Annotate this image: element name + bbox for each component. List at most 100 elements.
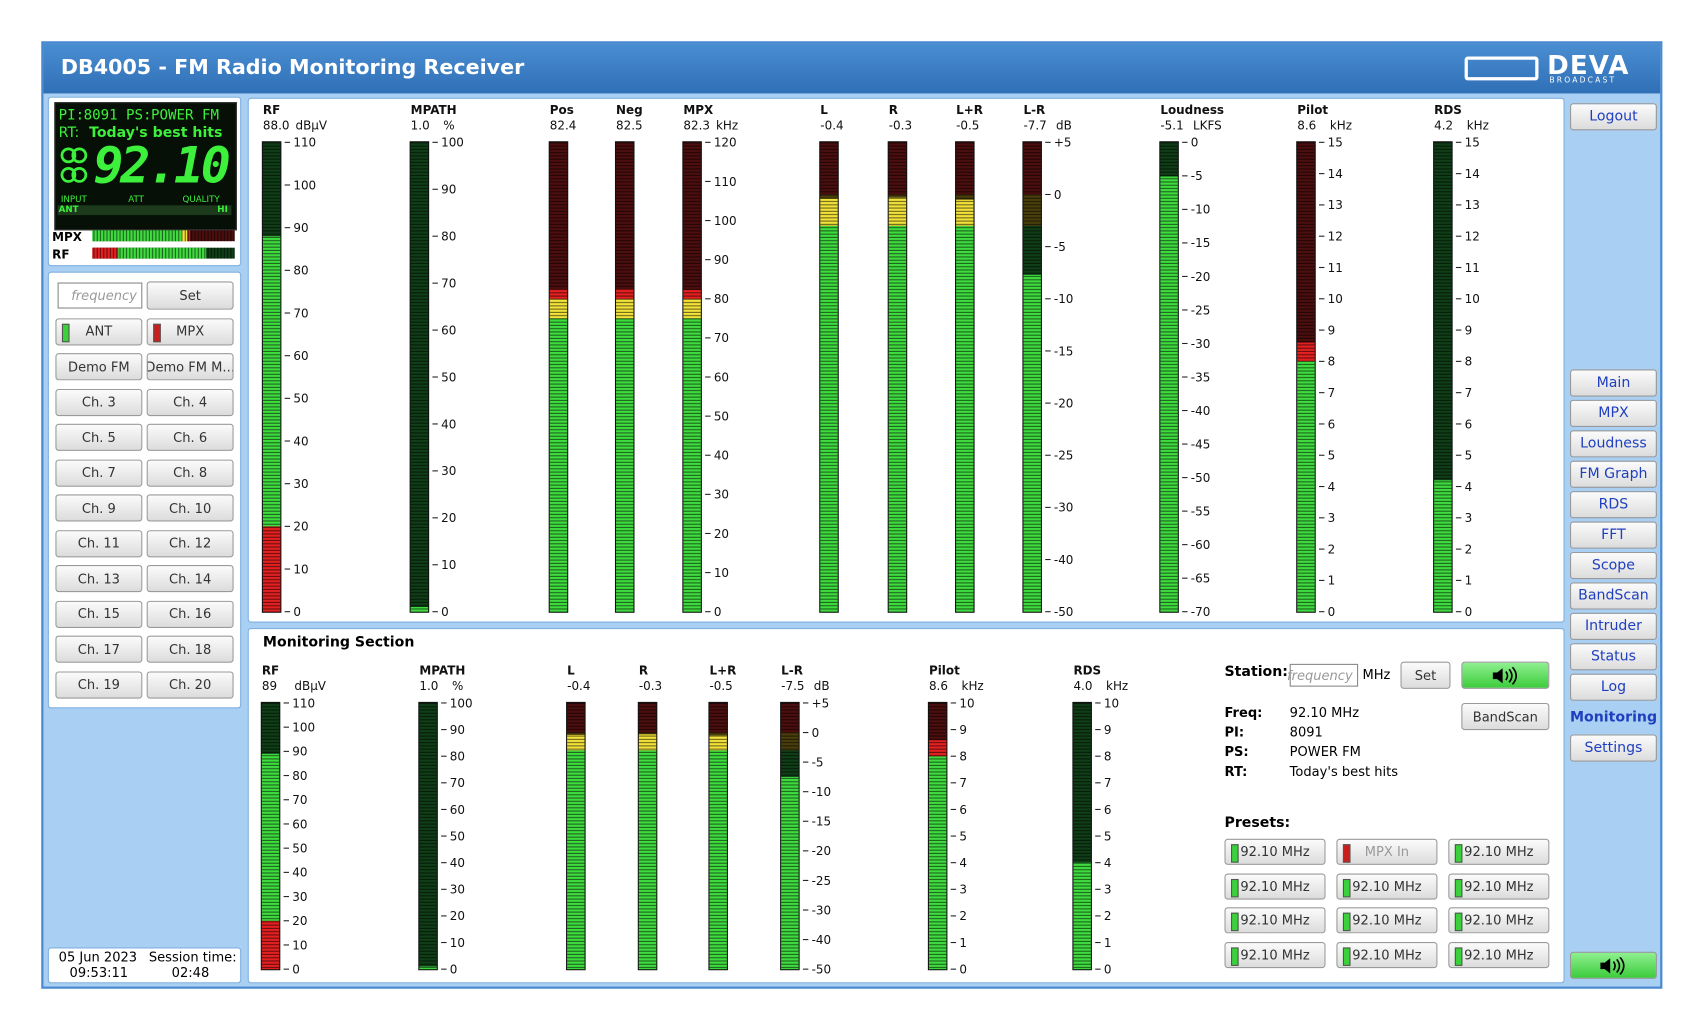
button-label: 92.10 MHz <box>1240 946 1310 963</box>
button[interactable]: MPX <box>146 317 234 345</box>
meter-stripes <box>1434 142 1452 612</box>
tick-label: 40 <box>292 866 307 880</box>
meter-name: Loudness <box>1160 103 1224 117</box>
app-title: DB4005 - FM Radio Monitoring Receiver <box>60 55 525 80</box>
button-label: Demo FM <box>68 359 130 375</box>
button[interactable]: Log <box>1569 673 1657 701</box>
meter-unit: kHz <box>962 679 984 693</box>
button[interactable]: FFT <box>1569 521 1657 549</box>
button-label: Ch. 15 <box>77 606 120 622</box>
button[interactable]: Ch. 18 <box>146 635 234 663</box>
button[interactable]: Ch. 5 <box>55 423 143 451</box>
meter-unit: kHz <box>1330 118 1352 132</box>
tick-label: -30 <box>1054 501 1073 515</box>
button[interactable]: Ch. 17 <box>55 635 143 663</box>
tick-label: 80 <box>450 750 465 764</box>
button[interactable]: Ch. 7 <box>55 459 143 487</box>
tick-label: 3 <box>1328 511 1336 525</box>
button[interactable]: Set <box>1400 661 1451 689</box>
button[interactable]: Demo FM M... <box>146 353 234 381</box>
button[interactable]: Ch. 3 <box>55 388 143 416</box>
tick-label: 9 <box>1328 323 1336 337</box>
speaker-button[interactable] <box>1461 661 1550 689</box>
button[interactable]: Ch. 12 <box>146 529 234 557</box>
button[interactable]: Scope <box>1569 551 1657 580</box>
nav-active[interactable]: Monitoring <box>1569 709 1658 726</box>
tick-label: +5 <box>1054 136 1072 150</box>
button[interactable]: Set <box>146 281 234 310</box>
button[interactable]: 92.10 MHz <box>1224 907 1326 934</box>
station-unit: MHz <box>1362 667 1391 683</box>
button[interactable]: Ch. 19 <box>55 670 143 699</box>
button[interactable]: 92.10 MHz <box>1336 873 1438 900</box>
button[interactable]: BandScan <box>1461 702 1550 731</box>
button[interactable]: RDS <box>1569 491 1657 519</box>
button[interactable]: Intruder <box>1569 612 1657 640</box>
tick-label: 7 <box>1465 386 1473 400</box>
tick-label: 80 <box>441 230 456 244</box>
button[interactable]: Status <box>1569 643 1657 671</box>
button[interactable]: Ch. 6 <box>146 423 234 451</box>
button-label: MPX <box>1598 405 1629 422</box>
button[interactable]: Loudness <box>1569 430 1657 458</box>
button[interactable]: Ch. 10 <box>146 494 234 522</box>
tick-label: 40 <box>714 449 729 463</box>
button[interactable]: Ch. 15 <box>55 600 143 628</box>
meter-stripes <box>683 142 701 612</box>
button[interactable]: Logout <box>1569 103 1657 131</box>
button[interactable]: 92.10 MHz <box>1224 838 1326 865</box>
button[interactable]: 92.10 MHz <box>1448 941 1550 968</box>
button[interactable]: 92.10 MHz <box>1224 941 1326 968</box>
button[interactable]: Ch. 13 <box>55 564 143 593</box>
meter-stripes <box>928 702 947 970</box>
button-label: 92.10 MHz <box>1352 878 1422 894</box>
tick-label: -10 <box>812 785 831 799</box>
button[interactable]: BandScan <box>1569 582 1657 610</box>
button[interactable]: MPX <box>1569 399 1657 427</box>
led <box>1342 946 1351 966</box>
tick-label: 7 <box>1104 776 1112 790</box>
button[interactable]: Settings <box>1569 734 1657 762</box>
button-label: FFT <box>1601 526 1626 544</box>
meter-stripes <box>262 142 281 612</box>
tick-label: 8 <box>959 750 967 764</box>
tick-label: 7 <box>1328 386 1336 400</box>
meter-name: Pos <box>550 103 574 117</box>
button[interactable]: 92.10 MHz <box>1448 838 1550 865</box>
button[interactable]: Ch. 14 <box>146 564 234 593</box>
button[interactable]: Main <box>1569 369 1657 397</box>
tick-label: -55 <box>1191 504 1211 518</box>
frequency-input[interactable]: frequency <box>57 282 143 309</box>
button[interactable]: Demo FM <box>55 353 143 381</box>
tick-label: 0 <box>292 963 300 977</box>
tick-label: 10 <box>292 938 307 952</box>
button[interactable]: FM Graph <box>1569 460 1657 488</box>
button[interactable]: Ch. 4 <box>146 388 234 416</box>
button[interactable]: 92.10 MHz <box>1224 873 1326 900</box>
button[interactable]: Ch. 16 <box>146 600 234 628</box>
tick-label: 9 <box>1465 323 1473 337</box>
tick-label: -30 <box>1191 337 1211 351</box>
speaker-button[interactable] <box>1569 951 1657 979</box>
tick-label: 15 <box>1465 136 1480 150</box>
meter-stripes <box>1160 142 1178 612</box>
speaker-icon <box>1492 666 1517 684</box>
button[interactable]: 92.10 MHz <box>1448 907 1550 934</box>
button[interactable]: Ch. 11 <box>55 529 143 557</box>
button[interactable]: ANT <box>55 317 143 345</box>
session-time: 02:48 <box>171 964 210 981</box>
tick-label: 10 <box>1104 696 1119 710</box>
tick-label: -5 <box>812 755 824 769</box>
station-input[interactable]: frequency <box>1287 663 1359 687</box>
button[interactable]: 92.10 MHz <box>1336 941 1438 968</box>
button[interactable]: Ch. 9 <box>55 494 143 522</box>
button-label: Ch. 17 <box>77 641 120 657</box>
button[interactable]: Ch. 8 <box>146 459 234 487</box>
button[interactable]: 92.10 MHz <box>1448 873 1550 900</box>
button[interactable]: Ch. 20 <box>146 670 234 699</box>
button[interactable]: 92.10 MHz <box>1336 907 1438 934</box>
led <box>1231 844 1239 863</box>
meter-unit: kHz <box>1467 118 1489 132</box>
button[interactable]: MPX In <box>1336 838 1438 865</box>
